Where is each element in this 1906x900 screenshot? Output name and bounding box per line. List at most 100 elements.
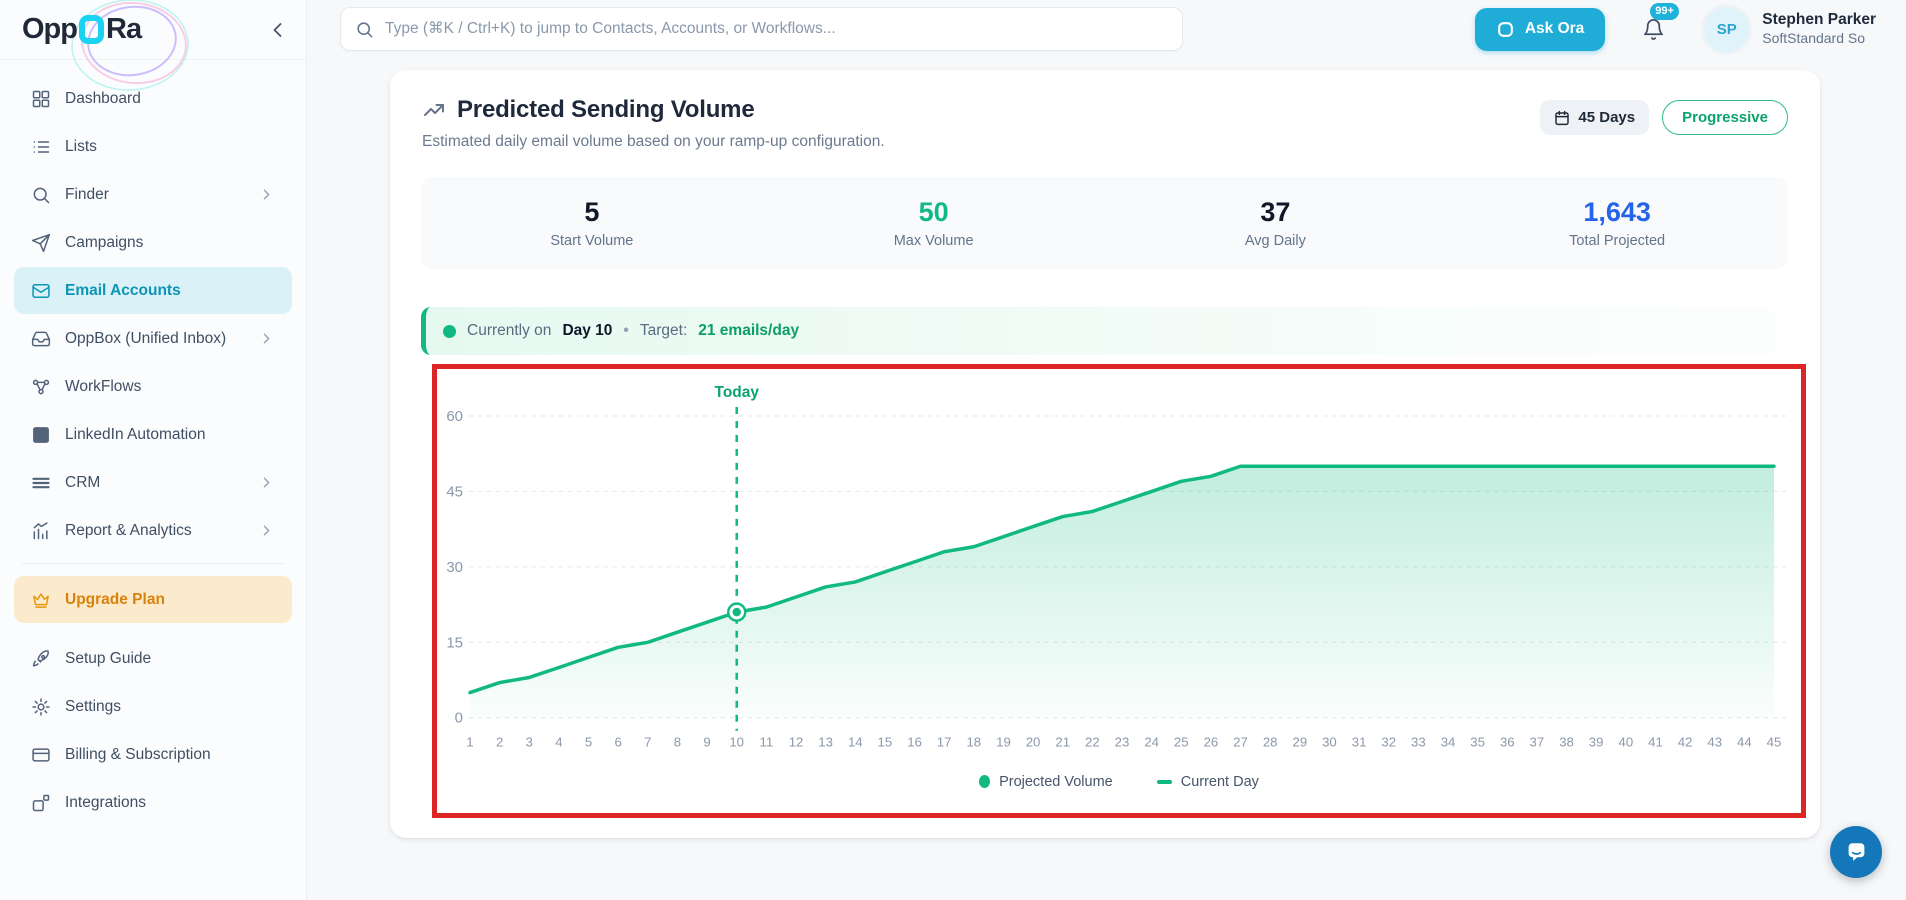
svg-text:23: 23 xyxy=(1115,735,1130,750)
svg-text:37: 37 xyxy=(1530,735,1545,750)
status-target-label: Target: xyxy=(639,322,688,339)
svg-text:7: 7 xyxy=(644,735,651,750)
svg-text:30: 30 xyxy=(446,559,463,576)
sidebar-item-label: Integrations xyxy=(65,793,146,811)
bell-icon xyxy=(1644,18,1664,40)
topbar: Ask Ora 99+ SP Stephen Parker SoftStanda… xyxy=(307,0,1906,64)
svg-text:9: 9 xyxy=(703,735,710,750)
topbar-right-cluster: Ask Ora 99+ SP Stephen Parker SoftStanda… xyxy=(1474,2,1876,52)
svg-text:17: 17 xyxy=(937,735,952,750)
sidebar-item-oppbox-unified-inbox[interactable]: OppBox (Unified Inbox) xyxy=(14,315,292,362)
svg-text:15: 15 xyxy=(878,735,893,750)
page-title: Predicted Sending Volume xyxy=(457,96,755,123)
svg-text:33: 33 xyxy=(1411,735,1426,750)
dashboard-icon xyxy=(31,89,51,109)
volume-chart: 0 15 30 45 60 Today 1 2 3 4 5 6 7 8 9 10 11 12 13 14 15 16 17 1… xyxy=(437,369,1801,764)
svg-text:30: 30 xyxy=(1322,735,1337,750)
mail-icon xyxy=(31,281,51,301)
sidebar-nav: Dashboard Lists Finder Campaigns Email Accou… xyxy=(0,60,306,826)
user-avatar[interactable]: SP xyxy=(1704,6,1750,52)
svg-text:1: 1 xyxy=(466,735,473,750)
svg-text:in: in xyxy=(37,430,46,441)
svg-text:39: 39 xyxy=(1589,735,1604,750)
svg-text:18: 18 xyxy=(966,735,981,750)
stat-total-projected: 1,643 Total Projected xyxy=(1446,197,1788,249)
trending-up-icon xyxy=(422,98,446,122)
svg-text:12: 12 xyxy=(789,735,804,750)
sidebar-item-label: Email Accounts xyxy=(65,281,181,299)
workflow-icon xyxy=(31,377,51,397)
sidebar-item-upgrade-plan[interactable]: Upgrade Plan xyxy=(14,576,292,623)
svg-text:43: 43 xyxy=(1707,735,1722,750)
sidebar-item-settings[interactable]: Settings xyxy=(14,683,292,730)
sidebar-item-label: OppBox (Unified Inbox) xyxy=(65,329,227,347)
search-icon xyxy=(355,20,374,39)
sidebar-item-label: Billing & Subscription xyxy=(65,745,211,763)
svg-text:34: 34 xyxy=(1441,735,1456,750)
chat-launcher-button[interactable] xyxy=(1830,826,1882,878)
sidebar-divider xyxy=(22,563,284,564)
notifications-button[interactable]: 99+ xyxy=(1642,2,1679,41)
stat-label: Start Volume xyxy=(550,233,634,249)
sidebar-item-lists[interactable]: Lists xyxy=(14,123,292,170)
gear-icon xyxy=(31,697,51,717)
chevron-right-icon xyxy=(258,186,275,203)
sidebar: Opp Ra Dashboard Lists Finder Campaigns Emai… xyxy=(0,0,307,900)
status-day: Day 10 xyxy=(562,322,613,339)
search-input[interactable] xyxy=(385,20,1168,38)
report-icon xyxy=(31,521,51,541)
chevron-right-icon xyxy=(258,474,275,491)
sidebar-item-report-analytics[interactable]: Report & Analytics xyxy=(14,507,292,554)
svg-text:14: 14 xyxy=(848,735,863,750)
ask-ora-button[interactable]: Ask Ora xyxy=(1474,7,1606,51)
sidebar-item-label: LinkedIn Automation xyxy=(65,425,206,443)
annotation-red-box: 0 15 30 45 60 Today 1 2 3 4 5 6 7 8 9 10 11 12 13 14 15 16 17 1… xyxy=(432,364,1806,818)
sidebar-item-linkedin-automation[interactable]: in LinkedIn Automation xyxy=(14,411,292,458)
sidebar-item-label: Finder xyxy=(65,185,109,203)
sidebar-item-campaigns[interactable]: Campaigns xyxy=(14,219,292,266)
sidebar-item-workflows[interactable]: WorkFlows xyxy=(14,363,292,410)
svg-text:44: 44 xyxy=(1737,735,1752,750)
linkedin-icon: in xyxy=(31,425,51,445)
stat-avg-daily: 37 Avg Daily xyxy=(1105,197,1447,249)
date-range-button[interactable]: 45 Days xyxy=(1540,100,1650,135)
sidebar-item-setup-guide[interactable]: Setup Guide xyxy=(14,635,292,682)
svg-text:0: 0 xyxy=(455,710,463,727)
search-icon xyxy=(31,185,51,205)
ramp-mode-badge: Progressive xyxy=(1662,100,1788,135)
svg-text:25: 25 xyxy=(1174,735,1189,750)
sidebar-item-email-accounts[interactable]: Email Accounts xyxy=(14,267,292,314)
sidebar-header: Opp Ra xyxy=(0,0,306,91)
chart-legend: Projected Volume Current Day xyxy=(437,774,1801,790)
logo-o-glyph xyxy=(79,15,104,44)
page-subtitle: Estimated daily email volume based on yo… xyxy=(422,133,885,150)
credit-card-icon xyxy=(31,745,51,765)
svg-text:40: 40 xyxy=(1618,735,1633,750)
ask-ora-label: Ask Ora xyxy=(1524,20,1585,37)
sidebar-collapse-button[interactable] xyxy=(266,18,290,42)
status-dot-icon xyxy=(443,324,456,338)
svg-text:45: 45 xyxy=(446,483,463,500)
stat-label: Max Volume xyxy=(893,233,974,249)
sidebar-item-billing-subscription[interactable]: Billing & Subscription xyxy=(14,731,292,778)
sidebar-item-crm[interactable]: CRM xyxy=(14,459,292,506)
logo-text-suffix: Ra xyxy=(106,13,142,45)
svg-text:31: 31 xyxy=(1352,735,1367,750)
user-menu[interactable]: Stephen Parker SoftStandard So xyxy=(1762,11,1876,47)
panel-header: Predicted Sending Volume Estimated daily… xyxy=(390,70,1820,151)
send-icon xyxy=(31,233,51,253)
ask-ora-icon xyxy=(1496,20,1515,39)
stat-value: 37 xyxy=(1260,197,1291,227)
sidebar-item-dashboard[interactable]: Dashboard xyxy=(14,75,292,122)
stat-value: 50 xyxy=(918,197,949,227)
stat-max-volume: 50 Max Volume xyxy=(763,197,1105,249)
sidebar-item-integrations[interactable]: Integrations xyxy=(14,779,292,826)
predicted-sending-volume-panel: Predicted Sending Volume Estimated daily… xyxy=(390,70,1820,838)
svg-text:38: 38 xyxy=(1559,735,1574,750)
svg-text:3: 3 xyxy=(526,735,533,750)
sidebar-item-finder[interactable]: Finder xyxy=(14,171,292,218)
sidebar-item-label: Report & Analytics xyxy=(65,521,192,539)
global-search xyxy=(340,7,1183,51)
stat-label: Total Projected xyxy=(1569,233,1666,249)
